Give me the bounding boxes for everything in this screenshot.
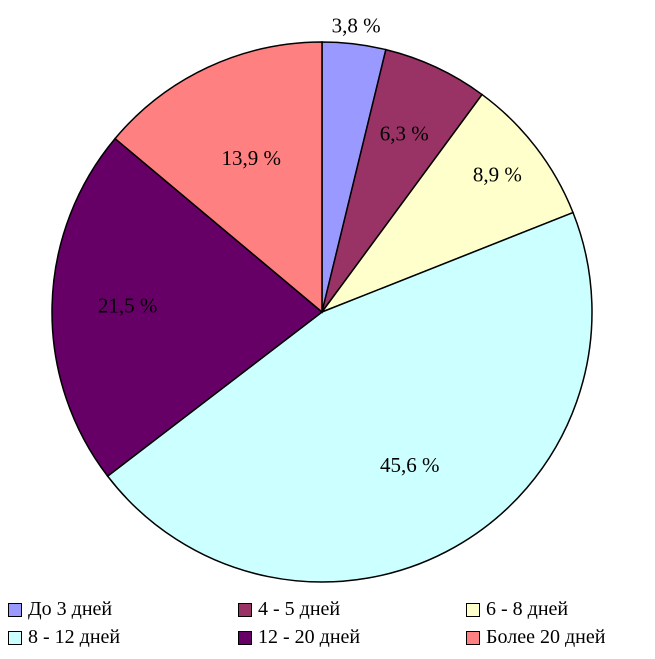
legend-label: 4 - 5 дней <box>258 598 341 620</box>
legend: До 3 дней 4 - 5 дней 6 - 8 дней 8 - 12 дней… <box>8 598 653 649</box>
legend-item-2: 4 - 5 дней <box>238 598 466 621</box>
legend-item-4: 8 - 12 дней <box>8 626 238 649</box>
slice-labels: 3,8 % 6,3 % 8,9 % 45,6 % 21,5 % 13,9 % <box>98 14 522 477</box>
legend-label: 6 - 8 дней <box>486 598 569 620</box>
pie-slice-6 <box>113 41 323 314</box>
legend-item-5: 12 - 20 дней <box>238 626 466 649</box>
legend-item-3: 6 - 8 дней <box>466 598 653 621</box>
slice-label-1: 3,8 % <box>332 14 381 38</box>
legend-label: До 3 дней <box>28 598 113 620</box>
legend-swatch <box>238 630 252 645</box>
legend-swatch <box>466 630 480 645</box>
slice-label-2: 6,3 % <box>380 122 429 146</box>
slice-label-4: 45,6 % <box>380 453 440 477</box>
pie-slice-3 <box>319 93 575 314</box>
legend-swatch <box>466 602 480 617</box>
slice-label-5: 21,5 % <box>98 294 158 318</box>
legend-swatch <box>8 602 22 617</box>
legend-label: 12 - 20 дней <box>258 626 361 648</box>
slice-label-3: 8,9 % <box>473 163 522 187</box>
legend-swatch <box>238 602 252 617</box>
pie-slice-5 <box>51 137 324 478</box>
pie-slices <box>51 41 593 583</box>
legend-item-1: До 3 дней <box>8 598 238 621</box>
pie-slice-4 <box>106 211 593 583</box>
slice-label-6: 13,9 % <box>221 146 281 170</box>
legend-label: Более 20 дней <box>486 626 606 648</box>
legend-swatch <box>8 630 22 645</box>
legend-item-6: Более 20 дней <box>466 626 653 649</box>
pie-chart: 3,8 % 6,3 % 8,9 % 45,6 % 21,5 % 13,9 % <box>51 14 593 583</box>
legend-label: 8 - 12 дней <box>28 626 121 648</box>
